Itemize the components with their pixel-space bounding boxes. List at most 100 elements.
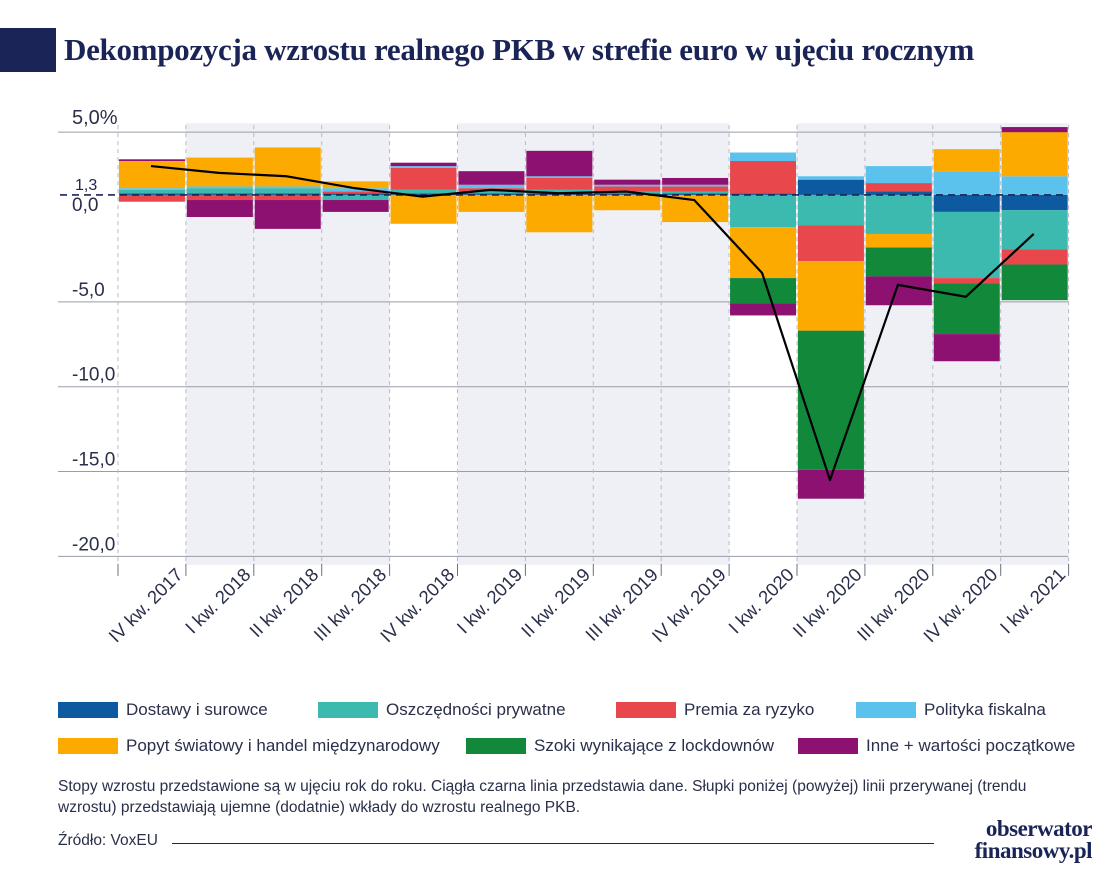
bar-risk-10 bbox=[797, 225, 864, 262]
x-tick-label-8: IV kw. 2019 bbox=[647, 564, 729, 646]
bar-supply-3 bbox=[322, 193, 389, 195]
trend-baseline: 1,3 bbox=[60, 177, 1068, 196]
bar-fiscal-13 bbox=[1001, 176, 1068, 195]
bar-other-2 bbox=[254, 200, 321, 229]
legend-item-risk: Premia za ryzyko bbox=[616, 700, 814, 720]
page-title: Dekompozycja wzrostu realnego PKB w stre… bbox=[64, 32, 975, 67]
bar-supply-11 bbox=[865, 191, 932, 195]
bar-savings-3 bbox=[322, 194, 389, 201]
bar-other-13 bbox=[1001, 127, 1068, 133]
bar-other-0 bbox=[118, 159, 185, 161]
baseline-label: 1,3 bbox=[75, 177, 97, 194]
bar-supply-8 bbox=[662, 193, 729, 195]
publisher-logo: obserwator finansowy.pl bbox=[942, 816, 1093, 863]
y-axis: 5,0% 0,0 -5,0 -10,0 -15,0 -20,0 bbox=[72, 107, 118, 555]
bar-savings-1 bbox=[186, 188, 253, 194]
legend-swatch-lockdown bbox=[466, 738, 526, 754]
legend: Dostawy i surowce Oszczędności prywatne Pr… bbox=[58, 696, 1108, 768]
x-tick-label-0: IV kw. 2017 bbox=[104, 564, 186, 646]
bar-risk-8 bbox=[662, 186, 729, 192]
legend-label-world: Popyt światowy i handel międzynarodowy bbox=[126, 736, 440, 755]
bar-savings-11 bbox=[865, 194, 932, 234]
bar-savings-5 bbox=[458, 191, 525, 194]
title-area bbox=[0, 28, 56, 72]
bar-lockdown-9 bbox=[730, 278, 797, 304]
grid-lines bbox=[58, 125, 1070, 565]
bar-world-5 bbox=[458, 194, 525, 212]
legend-swatch-fiscal bbox=[856, 702, 916, 718]
x-tick-label-4: IV kw. 2018 bbox=[376, 564, 458, 646]
legend-label-fiscal: Polityka fiskalna bbox=[924, 700, 1046, 719]
bar-fiscal-12 bbox=[933, 171, 1000, 195]
bar-other-9 bbox=[730, 303, 797, 316]
stacked-bars bbox=[118, 127, 1068, 499]
x-tick-label-1: I kw. 2018 bbox=[181, 564, 255, 638]
bar-fiscal-3 bbox=[322, 188, 389, 192]
bar-savings-9 bbox=[730, 194, 797, 228]
bar-savings-0 bbox=[118, 189, 185, 194]
bar-savings-12 bbox=[933, 211, 1000, 279]
bar-fiscal-1 bbox=[186, 186, 253, 189]
bar-world-6 bbox=[526, 194, 593, 233]
bar-supply-12 bbox=[933, 194, 1000, 212]
bar-risk-11 bbox=[865, 183, 932, 192]
bar-savings-6 bbox=[526, 189, 593, 194]
logo-line-2: finansowy.pl bbox=[974, 838, 1093, 863]
x-tick-label-9: I kw. 2020 bbox=[724, 564, 798, 638]
legend-row-2: Popyt światowy i handel międzynarodowy Sz… bbox=[58, 732, 1108, 760]
x-tick-label-5: I kw. 2019 bbox=[452, 564, 526, 638]
bar-world-12 bbox=[933, 149, 1000, 172]
bar-risk-3 bbox=[322, 191, 389, 194]
bar-supply-2 bbox=[254, 193, 321, 195]
bar-other-5 bbox=[458, 171, 525, 185]
bar-world-9 bbox=[730, 227, 797, 279]
logo-line-1: obserwator bbox=[985, 816, 1093, 841]
legend-label-savings: Oszczędności prywatne bbox=[386, 700, 566, 719]
bar-other-4 bbox=[390, 162, 457, 167]
legend-item-world: Popyt światowy i handel międzynarodowy bbox=[58, 736, 440, 756]
bar-risk-2 bbox=[254, 194, 321, 201]
gdp-decomposition-chart: 1,3 5,0% 0,0 -5,0 -10,0 -15,0 -20,0 IV kw. 20… bbox=[58, 107, 1070, 646]
bar-supply-5 bbox=[458, 193, 525, 195]
bar-fiscal-10 bbox=[797, 176, 864, 180]
bar-risk-1 bbox=[186, 194, 253, 201]
bar-world-0 bbox=[118, 160, 185, 189]
bar-lockdown-10 bbox=[797, 330, 864, 470]
bar-supply-9 bbox=[730, 193, 797, 195]
bar-world-13 bbox=[1001, 132, 1068, 177]
x-tick-label-13: I kw. 2021 bbox=[996, 564, 1070, 638]
legend-item-fiscal: Polityka fiskalna bbox=[856, 700, 1046, 720]
source-divider bbox=[172, 843, 934, 844]
bar-savings-13 bbox=[1001, 210, 1068, 250]
bar-world-8 bbox=[662, 194, 729, 223]
legend-item-savings: Oszczędności prywatne bbox=[318, 700, 566, 720]
bar-lockdown-12 bbox=[933, 283, 1000, 335]
title-accent-bar bbox=[0, 28, 56, 72]
legend-swatch-risk bbox=[616, 702, 676, 718]
bar-fiscal-9 bbox=[730, 152, 797, 161]
legend-item-other: Inne + wartości początkowe bbox=[798, 736, 1075, 756]
bar-risk-0 bbox=[118, 194, 185, 202]
bar-supply-0 bbox=[118, 193, 185, 195]
bar-other-8 bbox=[662, 177, 729, 185]
legend-label-other: Inne + wartości początkowe bbox=[866, 736, 1076, 755]
bar-world-7 bbox=[594, 194, 661, 211]
x-tick-label-12: IV kw. 2020 bbox=[919, 564, 1001, 646]
bar-risk-9 bbox=[730, 160, 797, 194]
y-tick-label-2: -5,0 bbox=[72, 280, 105, 301]
bar-risk-7 bbox=[594, 186, 661, 192]
bar-world-3 bbox=[322, 181, 389, 189]
data-line bbox=[150, 164, 1035, 482]
bar-other-11 bbox=[865, 276, 932, 306]
y-tick-label-5: -20,0 bbox=[72, 534, 115, 555]
bar-savings-10 bbox=[797, 194, 864, 226]
bar-supply-13 bbox=[1001, 194, 1068, 211]
bar-supply-1 bbox=[186, 193, 253, 195]
bar-supply-4 bbox=[390, 193, 457, 195]
legend-swatch-other bbox=[798, 738, 858, 754]
bar-other-3 bbox=[322, 200, 389, 212]
bar-world-11 bbox=[865, 233, 932, 248]
bar-risk-4 bbox=[390, 167, 457, 190]
legend-item-lockdown: Szoki wynikające z lockdownów bbox=[466, 736, 774, 756]
legend-label-lockdown: Szoki wynikające z lockdownów bbox=[534, 736, 774, 755]
